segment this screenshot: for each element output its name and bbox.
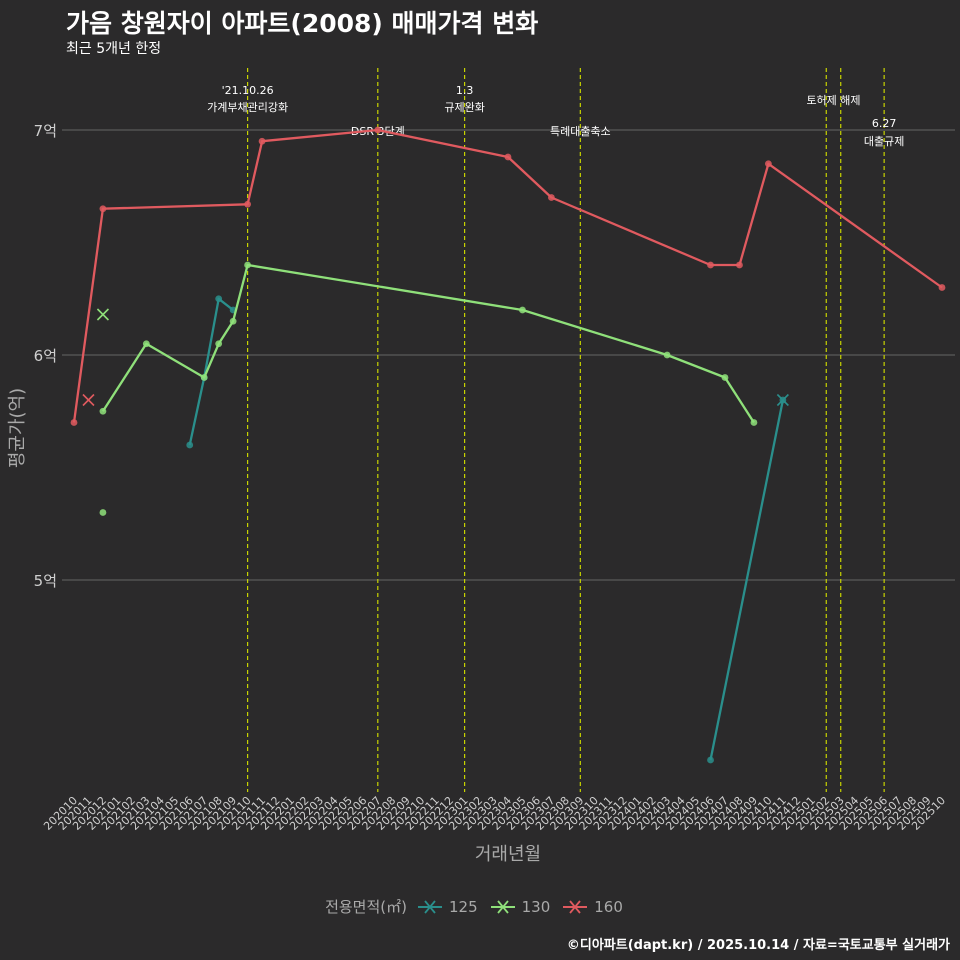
legend: 전용면적(㎡) 125 130 160 <box>0 896 960 917</box>
legend-items: 125 130 160 <box>417 898 635 916</box>
series-130-point <box>229 317 237 325</box>
event-label: 가계부채관리강화 <box>207 101 288 114</box>
event-label: 특례대출축소 <box>550 125 611 138</box>
series-160-point <box>70 419 78 426</box>
series-130-point <box>99 407 107 415</box>
event-label: 규제완화 <box>444 101 484 114</box>
series-160-point <box>765 160 772 168</box>
y-tick-label: 5억 <box>34 572 57 590</box>
series-160-point <box>374 126 382 134</box>
legend-key-icon <box>563 899 588 914</box>
event-label: 토허제 해제 <box>806 93 860 107</box>
series-160-point <box>504 153 512 161</box>
legend-item-125: 125 <box>417 898 478 916</box>
chart-subtitle: 최근 5개년 한정 <box>66 41 162 57</box>
series-130-point <box>750 419 758 426</box>
series-130-point <box>215 340 223 348</box>
series-160-point <box>938 284 946 291</box>
series-160-point <box>736 261 743 269</box>
series-125-point <box>215 295 223 303</box>
series-130-point <box>663 351 671 359</box>
legend-item-130: 130 <box>490 897 551 916</box>
series-160-point <box>548 194 555 201</box>
legend-item-160: 160 <box>562 898 623 916</box>
event-label: 1.3 <box>456 84 474 97</box>
series-130-point <box>244 261 252 269</box>
legend-key-icon <box>490 899 515 914</box>
series-160-point <box>258 137 266 145</box>
series-130-point <box>721 374 729 381</box>
series-125-line <box>709 399 785 761</box>
legend-label: 125 <box>448 897 478 916</box>
series-160-point <box>99 205 107 213</box>
series-130-point <box>519 306 526 314</box>
legend-title: 전용면적(㎡) <box>325 898 407 916</box>
legend-label: 130 <box>521 897 551 916</box>
y-tick-label: 6억 <box>34 347 57 365</box>
source-caption: ©디아파트(dapt.kr) / 2025.10.14 / 자료=국토교통부 실… <box>566 938 950 953</box>
legend-key-icon <box>417 899 442 914</box>
series-130-point <box>142 340 150 348</box>
event-label: 6.27 <box>872 117 897 130</box>
event-label: '21.10.26 <box>222 84 274 97</box>
chart-title: 가음 창원자이 아파트(2008) 매매가격 변화 <box>66 9 539 38</box>
series-130-cross-marker <box>96 308 109 321</box>
series-125-line <box>188 297 234 446</box>
legend-label: 160 <box>594 897 623 916</box>
series-130-point <box>99 509 107 516</box>
series-160-cross-marker <box>82 393 95 407</box>
series-125-point <box>707 756 714 764</box>
series-160-point <box>707 261 714 269</box>
y-axis-title: 평균가(억) <box>7 388 28 468</box>
x-axis-title: 거래년월 <box>475 844 541 865</box>
series-125-cross-marker <box>776 393 789 407</box>
series-125-point <box>186 441 194 449</box>
series-160-point <box>244 200 252 208</box>
y-tick-label: 7억 <box>34 122 57 140</box>
series-130-line <box>101 263 755 424</box>
series-130-point <box>200 374 208 381</box>
event-label: 대출규제 <box>864 135 904 148</box>
